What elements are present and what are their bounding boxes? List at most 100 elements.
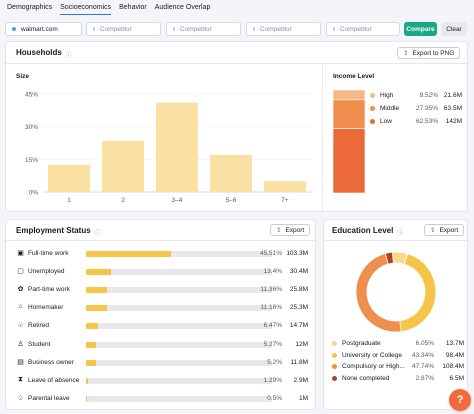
part-time-icon: ✿ bbox=[17, 286, 24, 294]
education-legend-item[interactable]: Postgraduate 6.05% 13.7M bbox=[332, 339, 464, 349]
bar-size-2[interactable] bbox=[101, 140, 145, 192]
income-level-label: Income Level bbox=[333, 73, 375, 80]
competitor-field-3[interactable] bbox=[246, 22, 321, 36]
income-legend-item[interactable]: Low 62.53% 142M bbox=[370, 117, 462, 127]
progress-fill bbox=[86, 341, 96, 348]
household-size-chart: 0% 15% 30% 45% 1 2 3–4 5–6 7+ bbox=[25, 92, 312, 204]
competitor-input-4[interactable] bbox=[340, 25, 400, 33]
income-legend-item[interactable]: High 9.52% 21.6M bbox=[370, 91, 462, 101]
x-tick-label: 1 bbox=[67, 197, 71, 204]
progress-track bbox=[86, 359, 272, 366]
tab-behavior[interactable]: Behavior bbox=[119, 4, 147, 11]
employment-card: Employment Status ⓘ ⇪ Export ▣ Full-time … bbox=[5, 219, 316, 410]
employment-label: Part-time work bbox=[28, 286, 70, 294]
employment-row[interactable]: ✿ Part-time work 11.36% 25.8M bbox=[16, 285, 308, 295]
bar-size-3–4[interactable] bbox=[155, 102, 199, 192]
progress-track bbox=[86, 323, 272, 330]
employment-percent: 6.47% bbox=[263, 322, 282, 330]
legend-percent: 6.05% bbox=[415, 340, 434, 347]
info-icon[interactable]: ⓘ bbox=[397, 231, 404, 237]
tab-demographics[interactable]: Demographics bbox=[7, 4, 53, 11]
competitor-input-1[interactable] bbox=[100, 25, 160, 33]
education-legend-item[interactable]: University or College 43.34% 98.4M bbox=[332, 351, 464, 361]
education-title: Education Level ⓘ bbox=[332, 226, 404, 237]
x-tick-label: 5–6 bbox=[226, 197, 237, 204]
legend-value: 63.5M bbox=[443, 105, 462, 112]
employment-label: Leave of absence bbox=[28, 376, 80, 384]
progress-track bbox=[86, 377, 272, 384]
progress-fill bbox=[86, 377, 89, 384]
compare-button[interactable]: Compare bbox=[404, 22, 437, 36]
donut-slice-none-completed[interactable] bbox=[384, 251, 394, 265]
income-segment-middle[interactable] bbox=[333, 99, 365, 129]
employment-percent: 5.27% bbox=[263, 340, 282, 348]
legend-swatch bbox=[370, 106, 375, 111]
legend-percent: 43.34% bbox=[411, 351, 434, 359]
households-card: Households ⓘ ⇪ Export to PNG Size Income… bbox=[5, 41, 468, 212]
employment-row[interactable]: ⌂ Homemaker 11.16% 25.3M bbox=[16, 303, 308, 313]
competitor-dot bbox=[93, 27, 95, 31]
legend-percent: 9.52% bbox=[419, 92, 438, 99]
donut-slice-compulsory-or-high-[interactable] bbox=[355, 252, 402, 333]
employment-value: 2.9M bbox=[293, 376, 308, 384]
education-export-button[interactable]: ⇪ Export bbox=[424, 224, 465, 236]
income-legend: High 9.52% 21.6M Middle 27.95% 63.5M Low 62.53%… bbox=[370, 91, 462, 131]
employment-row[interactable]: ♧ Retired 6.47% 14.7M bbox=[16, 321, 308, 331]
employment-percent: 11.36% bbox=[260, 286, 282, 294]
info-icon[interactable]: ⓘ bbox=[94, 231, 101, 237]
legend-label: None completed bbox=[342, 374, 390, 382]
help-button[interactable]: ? bbox=[449, 389, 471, 411]
education-legend: Postgraduate 6.05% 13.7M University or Coll… bbox=[332, 339, 464, 387]
legend-swatch bbox=[370, 93, 375, 98]
tab-audience-overlap[interactable]: Audience Overlap bbox=[154, 4, 211, 11]
tab-socioeconomics[interactable]: Socioeconomics bbox=[60, 0, 112, 15]
employment-row[interactable]: ▢ Unemployed 13.4% 30.4M bbox=[16, 267, 308, 277]
bar-size-7+[interactable] bbox=[263, 181, 307, 192]
households-split bbox=[322, 63, 323, 211]
competitor-input-2[interactable] bbox=[180, 25, 240, 33]
primary-domain-input[interactable] bbox=[21, 25, 81, 33]
y-tick-label: 15% bbox=[25, 157, 38, 164]
progress-fill bbox=[86, 305, 107, 312]
primary-color-dot bbox=[12, 27, 16, 31]
households-divider bbox=[6, 63, 467, 64]
x-tick-label: 7+ bbox=[281, 197, 289, 204]
employment-row[interactable]: ♤ Parental leave 0.5% 1M bbox=[16, 394, 308, 404]
x-tick-label: 2 bbox=[121, 197, 125, 204]
competitor-field-4[interactable] bbox=[326, 22, 400, 36]
parental-leave-icon: ♤ bbox=[17, 394, 24, 402]
export-png-button[interactable]: ⇪ Export to PNG bbox=[397, 47, 461, 59]
households-title: Households ⓘ bbox=[16, 48, 72, 59]
competitor-field-2[interactable] bbox=[166, 22, 241, 36]
bar-size-1[interactable] bbox=[47, 164, 91, 192]
employment-row[interactable]: ♙ Student 5.27% 12M bbox=[16, 340, 308, 350]
employment-percent: 11.16% bbox=[260, 304, 282, 312]
competitor-input-3[interactable] bbox=[260, 25, 320, 33]
y-tick-label: 45% bbox=[25, 92, 38, 99]
legend-percent: 2.87% bbox=[415, 374, 434, 382]
employment-export-label: Export bbox=[285, 226, 305, 234]
employment-label: Full-time work bbox=[28, 250, 69, 257]
employment-row[interactable]: ⧗ Leave of absence 1.29% 2.9M bbox=[16, 376, 308, 386]
progress-fill bbox=[86, 395, 87, 402]
education-legend-item[interactable]: None completed 2.87% 6.5M bbox=[332, 374, 464, 384]
education-legend-item[interactable]: Compulsory or High... 47.74% 108.4M bbox=[332, 362, 464, 372]
employment-row[interactable]: ▣ Full-time work 45.51% 103.3M bbox=[16, 249, 308, 259]
employment-percent: 1.29% bbox=[263, 376, 282, 384]
employment-export-button[interactable]: ⇪ Export bbox=[270, 224, 311, 236]
employment-value: 103.3M bbox=[286, 250, 308, 257]
income-segment-high[interactable] bbox=[333, 90, 365, 101]
bar-size-5–6[interactable] bbox=[209, 154, 253, 192]
legend-label: Postgraduate bbox=[342, 340, 381, 347]
clear-button[interactable]: Clear bbox=[441, 22, 467, 36]
employment-label: Retired bbox=[28, 322, 49, 330]
leave-icon: ⧗ bbox=[18, 375, 23, 383]
income-legend-item[interactable]: Middle 27.95% 63.5M bbox=[370, 104, 462, 114]
income-segment-low[interactable] bbox=[333, 128, 365, 193]
primary-domain-field[interactable] bbox=[5, 22, 82, 36]
info-icon[interactable]: ⓘ bbox=[65, 53, 72, 59]
employment-title-text: Employment Status bbox=[16, 226, 91, 235]
donut-slice-university-or-college[interactable] bbox=[399, 253, 437, 333]
competitor-field-1[interactable] bbox=[86, 22, 161, 36]
employment-row[interactable]: ▤ Business owner 5.2% 11.8M bbox=[16, 358, 308, 368]
